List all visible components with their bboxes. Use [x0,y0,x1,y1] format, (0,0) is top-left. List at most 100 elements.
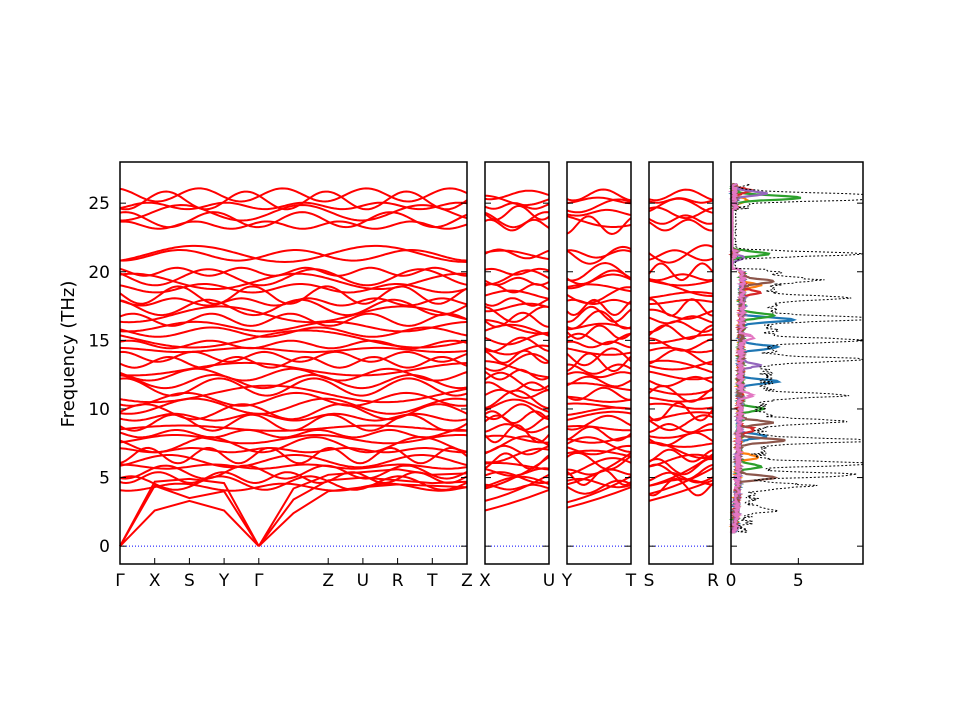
phonon-band [485,302,550,313]
phonon-band [566,406,632,416]
phonon-band [566,386,632,401]
phonon-band [648,428,714,439]
x-tick-label: U [543,571,555,591]
x-tick-label: 0 [726,571,737,591]
phonon-band [119,346,468,354]
phonon-band [119,350,468,363]
x-tick-label: Γ [115,571,125,591]
x-tick-label: X [479,571,491,591]
phonon-band [566,249,632,259]
y-tick-label: 15 [88,331,110,351]
x-tick-label: Y [218,571,230,591]
phonon-band [119,391,468,407]
phonon-band [484,444,550,456]
phonon-band [566,208,632,217]
phonon-band [119,297,468,307]
phonon-band [566,352,632,373]
acoustic-branch [566,452,632,486]
panel-frame [484,161,550,565]
phonon-band [484,289,550,300]
acoustic-branch [484,488,550,512]
phonon-band [566,375,632,388]
phonon-band [566,425,632,442]
phonon-band [566,363,632,375]
acoustic-branch [648,479,714,502]
phonon-band [648,308,714,320]
phonon-band [119,482,468,492]
phonon-band [484,389,550,410]
phonon-band [566,436,632,453]
phonon-band [484,388,550,400]
phonon-band [566,332,632,346]
acoustic-branch [119,499,260,547]
phonon-band [484,360,550,379]
phonon-band [648,197,714,214]
phonon-band [484,305,550,323]
x-tick-label: Y [561,571,573,591]
phonon-band [119,339,468,350]
phonon-band [566,245,632,265]
phonon-band [648,279,714,298]
phonon-band [648,315,714,325]
x-tick-label: Z [322,571,334,591]
phonon-band [566,298,632,317]
panel-frame [648,161,714,565]
phonon-band [566,425,631,432]
phonon-band [566,347,632,356]
y-axis-label: Frequency (THz) [58,281,79,428]
phonon-band [566,371,632,379]
phonon-band [566,414,632,431]
phonon-band [484,344,550,356]
phonon-band [566,340,632,349]
phonon-band [484,323,550,337]
phonon-band [119,320,468,333]
phonon-band [484,248,550,260]
phonon-band [119,283,468,294]
phonon-band [484,202,550,210]
phonon-band [120,203,468,222]
phonon-band [484,336,550,353]
y-tick-label: 0 [99,537,110,557]
x-tick-label: U [357,571,369,591]
phonon-band [566,382,632,392]
phonon-band [119,298,468,317]
phonon-band [484,267,550,276]
phonon-band [648,337,714,352]
phonon-band [648,453,714,468]
phonon-band [484,218,550,232]
phonon-band [484,189,550,201]
phonon-band [648,298,714,317]
acoustic-branch [566,486,632,509]
phonon-band [119,377,468,397]
x-tick-label: R [392,571,404,591]
phonon-band [648,188,714,202]
phonon-band [648,402,714,410]
phonon-band [566,322,632,331]
phonon-band [119,266,468,277]
phonon-band [484,371,550,392]
phonon-band [119,367,468,382]
panel-frame [566,161,632,565]
phonon-band [119,464,468,480]
phonon-band [484,352,550,372]
phonon-band [648,359,714,374]
phonon-band [119,436,468,454]
phonon-band [484,249,550,261]
phonon-band [648,290,714,299]
phonon-band [648,206,714,220]
phonon-band [566,477,632,489]
phonon-band [484,332,550,346]
phonon-band [119,312,468,327]
phonon-band [649,333,713,345]
phonon-band [119,428,468,439]
phonon-band [119,326,468,338]
phonon-band [119,475,468,491]
total-dos-curve [733,183,864,533]
phonon-band [648,396,714,403]
phonon-band [119,220,468,230]
